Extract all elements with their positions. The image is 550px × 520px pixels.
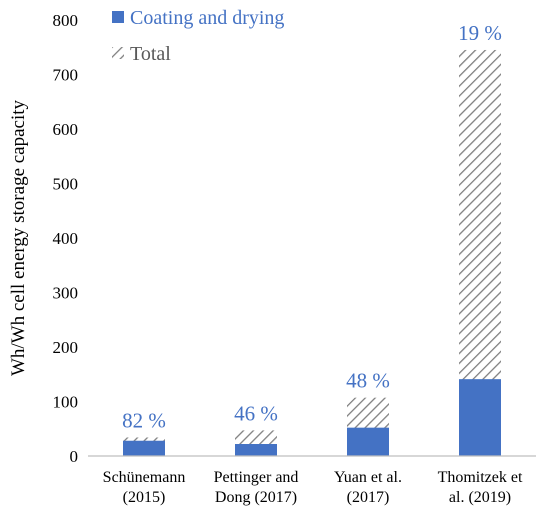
- y-tick-label: 600: [53, 120, 79, 139]
- data-label: 82 %: [122, 408, 166, 432]
- bar-coating: [347, 427, 389, 456]
- x-category-label: Dong (2017): [215, 489, 297, 506]
- legend-swatch-total: [112, 47, 124, 59]
- y-tick-label: 500: [53, 175, 79, 194]
- y-tick-label: 0: [70, 447, 79, 466]
- legend-entry-coating: Coating and drying: [112, 7, 284, 29]
- bars: [123, 49, 501, 456]
- bar-coating: [235, 444, 277, 456]
- data-labels: 82 % 46 % 48 % 19 %: [122, 21, 502, 432]
- legend-swatch-coating: [112, 11, 124, 23]
- data-label: 19 %: [458, 21, 502, 45]
- y-tick-label: 800: [53, 11, 79, 30]
- y-tick-label: 700: [53, 66, 79, 85]
- y-tick-label: 100: [53, 393, 79, 412]
- x-category-label: (2015): [123, 489, 166, 506]
- y-tick-label: 200: [53, 338, 79, 357]
- legend: Coating and drying Total: [112, 7, 284, 65]
- bar-coating: [123, 440, 165, 456]
- y-axis-ticks: 0 100 200 300 400 500 600 700 800: [53, 11, 79, 466]
- y-tick-label: 300: [53, 284, 79, 303]
- x-category-label: Schünemann: [103, 469, 186, 486]
- bar-coating: [459, 379, 501, 456]
- x-category-label: Thomitzek et: [438, 469, 523, 486]
- y-axis-label: Wh/Wh cell energy storage capacity: [8, 99, 29, 376]
- data-label: 48 %: [346, 369, 390, 393]
- x-category-label: al. (2019): [449, 489, 511, 506]
- y-tick-label: 400: [53, 229, 79, 248]
- x-category-label: Yuan et al.: [334, 469, 402, 486]
- legend-label-total: Total: [130, 43, 171, 65]
- x-axis-categories: Schünemann (2015) Pettinger and Dong (2017)…: [103, 469, 523, 506]
- legend-entry-total: Total: [112, 43, 171, 65]
- x-category-label: Pettinger and: [214, 469, 299, 486]
- data-label: 46 %: [234, 401, 278, 425]
- x-category-label: (2017): [347, 489, 390, 506]
- legend-label-coating: Coating and drying: [130, 7, 284, 29]
